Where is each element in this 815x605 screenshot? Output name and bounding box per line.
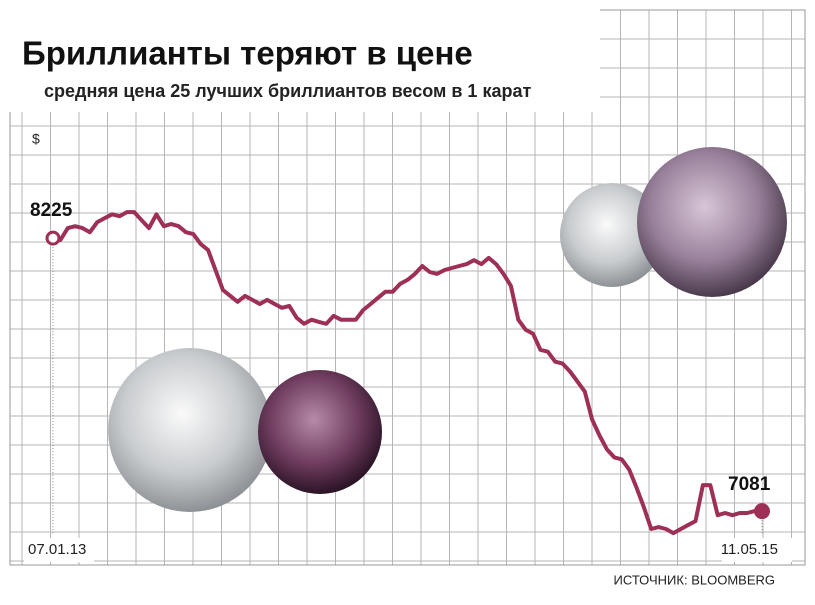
start-marker xyxy=(45,230,61,246)
end-marker xyxy=(754,503,770,520)
x-tick-label: 11.05.15 xyxy=(721,541,778,558)
end-value-label: 7081 xyxy=(728,474,771,495)
x-tick-label: 07.01.13 xyxy=(28,541,86,558)
source: ИСТОЧНИК: BLOOMBERG xyxy=(614,572,775,587)
y-axis-label: $ xyxy=(32,131,40,147)
source-backdrop xyxy=(640,570,815,592)
chart-subtitle: средняя цена 25 лучших бриллиантов весом… xyxy=(44,81,531,101)
price-line xyxy=(52,210,762,536)
chart-title: Бриллианты теряют в цене xyxy=(22,35,473,72)
label-backdrop xyxy=(24,538,94,562)
start-value-label: 8225 xyxy=(30,200,73,221)
label-backdrop xyxy=(722,538,792,562)
gem-decoration xyxy=(108,147,787,512)
title-backdrop xyxy=(0,0,600,112)
